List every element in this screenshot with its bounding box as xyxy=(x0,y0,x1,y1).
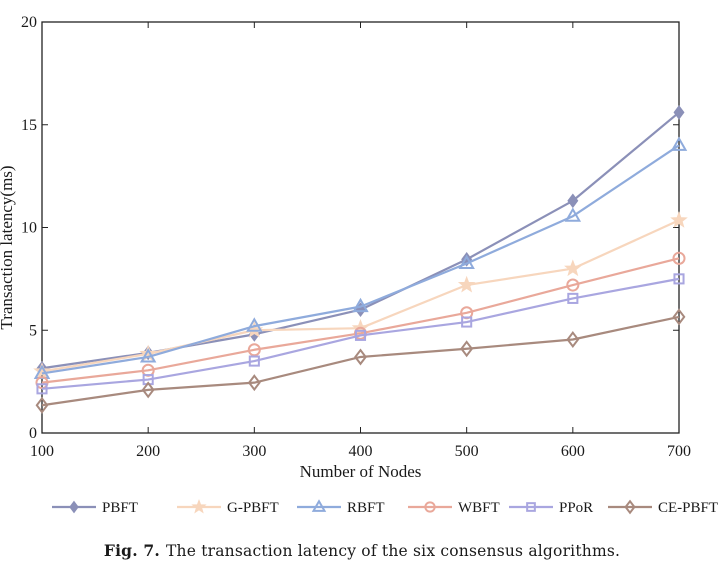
legend-marker-pbft xyxy=(69,500,79,514)
data-point-wbft xyxy=(672,251,686,265)
data-point-ce-pbft xyxy=(35,396,49,414)
legend-marker-ce-pbft xyxy=(624,499,636,515)
x-tick-label: 200 xyxy=(136,443,160,460)
legend-marker-g-pbft xyxy=(191,498,207,514)
data-point-rbft xyxy=(352,297,369,313)
data-point-ppor xyxy=(567,292,579,304)
data-point-wbft xyxy=(566,278,580,292)
x-axis-title: Number of Nodes xyxy=(300,462,422,481)
data-point-ppor xyxy=(354,329,367,341)
legend-item-ce-pbft: CE-PBFT xyxy=(608,499,718,516)
axis-ticks: 100 200 300 400 500 600 700 0 5 10 15 20 xyxy=(21,14,691,460)
data-point-ppor xyxy=(673,273,685,285)
series-wbft xyxy=(35,251,686,390)
series-ppor xyxy=(36,273,685,395)
series-layer xyxy=(33,105,688,414)
data-point-ce-pbft xyxy=(141,381,155,399)
legend-label-pbft: PBFT xyxy=(102,500,138,516)
x-tick-label: 100 xyxy=(30,443,54,460)
data-point-ce-pbft xyxy=(566,331,580,348)
y-axis-title: Transaction latency(ms) xyxy=(0,165,16,329)
caption-label: Fig. 7. xyxy=(103,541,160,560)
data-point-ce-pbft xyxy=(354,348,367,366)
series-line-ce-pbft xyxy=(41,315,680,407)
legend-item-ppor: PPoR xyxy=(509,500,593,516)
data-point-pbft xyxy=(567,193,579,209)
x-tick-label: 300 xyxy=(242,443,266,460)
legend-label-ce-pbft: CE-PBFT xyxy=(658,500,718,516)
data-point-rbft xyxy=(246,317,263,332)
legend-label-ppor: PPoR xyxy=(559,500,593,516)
y-tick-label: 0 xyxy=(29,425,37,442)
data-point-pbft xyxy=(673,105,685,120)
x-tick-label: 700 xyxy=(667,443,691,460)
legend-marker-rbft xyxy=(311,499,327,512)
legend-label-wbft: WBFT xyxy=(458,500,500,516)
legend-label-g-pbft: G-PBFT xyxy=(227,500,279,516)
series-rbft xyxy=(33,136,688,379)
x-tick-label: 500 xyxy=(455,443,479,460)
legend-item-pbft: PBFT xyxy=(52,500,138,516)
data-point-ppor xyxy=(461,316,473,328)
data-point-ce-pbft xyxy=(672,308,686,326)
data-point-rbft xyxy=(139,348,157,363)
data-point-g-pbft xyxy=(670,211,688,228)
caption-text: The transaction latency of the six conse… xyxy=(165,542,621,560)
y-tick-label: 5 xyxy=(29,322,37,339)
legend-marker-ppor xyxy=(526,502,536,512)
data-point-ce-pbft xyxy=(460,340,474,358)
x-tick-label: 400 xyxy=(349,443,373,460)
y-tick-label: 20 xyxy=(21,14,37,31)
legend-marker-wbft xyxy=(424,501,436,513)
y-tick-label: 15 xyxy=(21,117,37,134)
x-tick-label: 600 xyxy=(561,443,585,460)
legend: PBFT G-PBFT RBFT WBFT PPoR CE-PBFT xyxy=(52,498,718,516)
y-tick-label: 10 xyxy=(21,220,37,237)
data-point-rbft xyxy=(458,254,475,270)
series-ce-pbft xyxy=(35,308,686,414)
figure-caption: Fig. 7. The transaction latency of the si… xyxy=(0,541,724,560)
data-point-rbft xyxy=(564,207,582,222)
line-chart: 100 200 300 400 500 600 700 0 5 10 15 20 Number of … xyxy=(0,14,718,516)
legend-label-rbft: RBFT xyxy=(347,500,385,516)
data-point-ppor xyxy=(36,383,48,395)
data-point-g-pbft xyxy=(457,275,476,293)
data-point-rbft xyxy=(670,136,688,151)
series-line-wbft xyxy=(41,257,680,384)
data-point-wbft xyxy=(247,343,261,357)
legend-item-g-pbft: G-PBFT xyxy=(177,498,279,516)
data-point-g-pbft xyxy=(564,259,582,277)
data-point-ppor xyxy=(248,355,260,367)
legend-item-rbft: RBFT xyxy=(297,499,385,516)
series-line-rbft xyxy=(41,144,680,375)
series-line-ppor xyxy=(41,277,680,390)
data-point-ce-pbft xyxy=(247,374,261,392)
legend-item-wbft: WBFT xyxy=(408,500,500,516)
data-point-g-pbft xyxy=(33,362,51,379)
